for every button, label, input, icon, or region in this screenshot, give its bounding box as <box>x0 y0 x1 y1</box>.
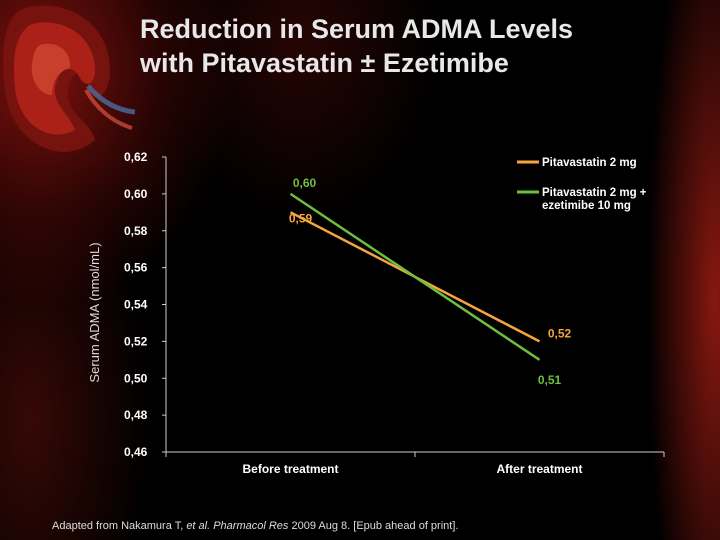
y-tick-label: 0,58 <box>124 224 148 238</box>
footnote-journal: et al. Pharmacol Res <box>186 520 289 532</box>
slide-title: Reduction in Serum ADMA Levels with Pita… <box>140 12 573 80</box>
y-tick-label: 0,50 <box>124 371 148 385</box>
y-tick-label: 0,52 <box>124 334 148 348</box>
legend-entry-text: Pitavastatin 2 mg <box>542 157 637 169</box>
data-label: 0,60 <box>293 176 317 190</box>
data-label: 0,52 <box>548 326 572 340</box>
footnote-suffix: 2009 Aug 8. [Epub ahead of print]. <box>288 520 459 532</box>
x-category-label: After treatment <box>496 462 582 476</box>
y-tick-label: 0,62 <box>124 150 148 164</box>
y-tick-label: 0,48 <box>124 408 148 422</box>
y-axis-title: Serum ADMA (nmol/mL) <box>87 242 102 382</box>
y-tick-label: 0,54 <box>124 298 148 312</box>
x-category-label: Before treatment <box>242 462 338 476</box>
kidney-illustration-icon <box>3 5 136 152</box>
data-label: 0,59 <box>289 211 313 225</box>
legend-entry-text: Pitavastatin 2 mg + <box>542 187 647 199</box>
y-tick-label: 0,56 <box>124 261 148 275</box>
y-tick-label: 0,60 <box>124 187 148 201</box>
title-line-1: Reduction in Serum ADMA Levels <box>140 14 574 44</box>
series-line-2 <box>289 192 541 361</box>
source-footnote: Adapted from Nakamura T, et al. Pharmaco… <box>52 520 458 532</box>
chart-axes: 0,46 0,48 0,50 0,52 0,54 0,56 0,58 0,60 0,62 Befo… <box>87 150 665 476</box>
footnote-prefix: Adapted from Nakamura T, <box>52 520 187 532</box>
legend-entry-text: ezetimibe 10 mg <box>542 200 631 212</box>
chart-legend: Pitavastatin 2 mg Pitavastatin 2 mg +ezet… <box>517 157 647 212</box>
data-label: 0,51 <box>538 373 562 387</box>
y-tick-label: 0,46 <box>124 445 148 459</box>
chart-series: 0,59 0,52 0,60 0,51 <box>289 176 572 387</box>
title-line-2: with Pitavastatin ± Ezetimibe <box>140 48 509 78</box>
